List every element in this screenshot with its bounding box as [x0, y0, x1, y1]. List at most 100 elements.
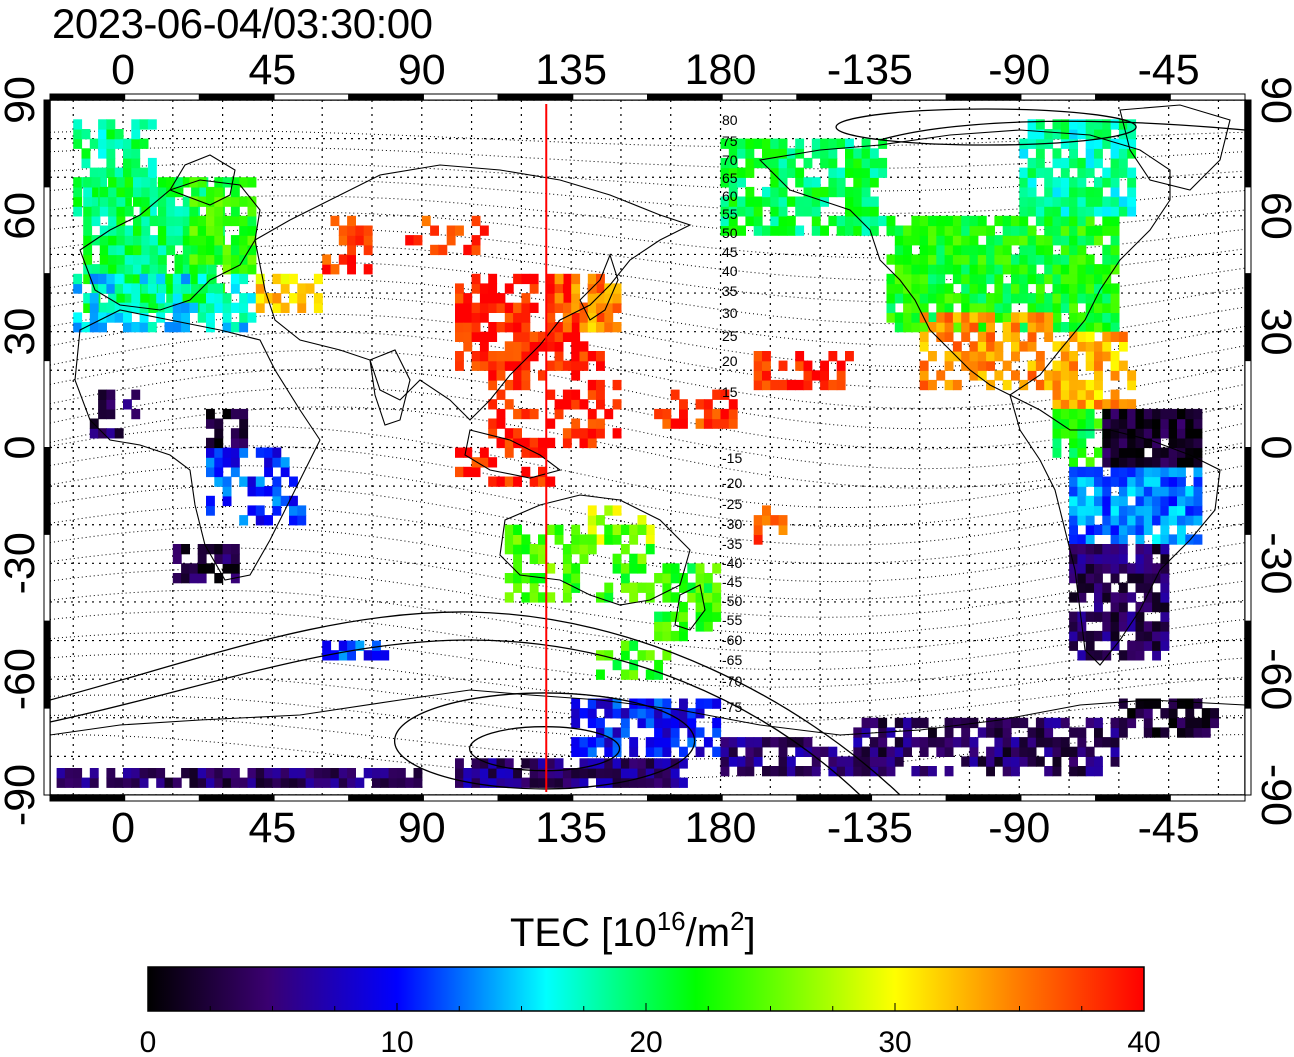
tec-cell [1143, 621, 1153, 632]
tec-cell [1177, 515, 1186, 526]
tec-cell [977, 302, 987, 313]
tec-cell [1085, 573, 1095, 584]
tec-cell [728, 167, 738, 178]
tec-cell [679, 408, 688, 420]
tec-cell [1118, 727, 1128, 738]
tec-cell [1035, 254, 1045, 265]
tec-cell [1160, 553, 1170, 564]
tec-cell [853, 215, 863, 227]
tec-cell [1060, 215, 1070, 227]
tec-cell [131, 157, 141, 169]
tec-cell [554, 408, 564, 420]
tec-cell [116, 215, 126, 227]
tec-cell [1118, 399, 1128, 410]
tec-cell [1052, 215, 1062, 227]
tec-cell [116, 264, 126, 275]
tec-cell [878, 167, 888, 178]
tec-cell [1135, 515, 1145, 526]
tec-cell [1094, 129, 1103, 140]
tec-cell [878, 215, 888, 227]
tec-cell [131, 768, 141, 779]
tec-cell [247, 206, 257, 217]
tec-cell [338, 777, 348, 788]
tec-cell [986, 727, 995, 738]
tec-cell [1094, 592, 1103, 603]
tec-cell [1110, 476, 1120, 487]
tec-cell [753, 524, 763, 535]
tec-cell [986, 341, 995, 352]
tec-cell [1118, 196, 1128, 207]
tec-cell [214, 283, 224, 294]
tec-cell [903, 293, 912, 304]
tec-cell [845, 157, 854, 169]
tec-cell [770, 379, 780, 391]
tec-cell [1143, 524, 1153, 535]
tec-cell [230, 273, 240, 285]
tec-cell [222, 768, 232, 779]
tec-cell [1044, 766, 1054, 777]
tec-cell [1127, 399, 1137, 410]
tec-cell [189, 215, 199, 227]
tec-cell [670, 768, 680, 779]
tec-cell [853, 196, 863, 207]
tec-cell [1094, 225, 1103, 236]
tec-cell [1077, 544, 1087, 555]
tec-cell [620, 563, 630, 574]
tec-cell [89, 293, 99, 304]
tec-cell [986, 254, 995, 265]
tec-cell [620, 650, 630, 661]
tec-cell [546, 293, 556, 304]
tec-cell [1085, 254, 1095, 265]
tec-cell [479, 768, 489, 779]
tec-cell [1027, 737, 1037, 748]
tec-cell [604, 312, 614, 323]
tec-cell [172, 553, 182, 564]
tec-cell [529, 573, 539, 584]
tec-cell [174, 177, 184, 188]
tec-cell [272, 486, 282, 497]
tec-cell [106, 167, 116, 178]
tec-cell [604, 698, 614, 709]
tec-cell [1094, 727, 1103, 738]
tec-cell [189, 573, 199, 584]
tec-cell [1077, 582, 1087, 593]
tec-cell [182, 244, 192, 256]
tec-cell [1069, 322, 1078, 333]
tec-cell [1085, 351, 1095, 362]
tec-cell [1110, 466, 1120, 478]
tec-cell [272, 273, 282, 285]
tec-cell [1085, 534, 1095, 545]
tec-cell [554, 322, 564, 333]
tec-cell [1019, 215, 1029, 227]
tec-cell [1011, 225, 1020, 236]
tec-cell [745, 746, 755, 757]
tec-cell [1160, 640, 1170, 651]
tec-cell [778, 756, 788, 767]
tec-cell [197, 215, 207, 227]
tec-cell [903, 746, 912, 757]
tec-cell [513, 351, 522, 362]
tec-cell [753, 746, 763, 757]
tec-cell [1044, 225, 1054, 236]
tec-cell [496, 758, 506, 769]
tec-cell [1168, 437, 1178, 449]
tec-cell [637, 515, 647, 526]
tec-cell [654, 737, 663, 748]
tec-cell [944, 737, 954, 748]
tec-cell [1085, 283, 1095, 294]
tec-cell [1143, 408, 1153, 420]
magnetic-pole-contours [50, 108, 1245, 795]
tec-cell [886, 254, 896, 265]
tec-cell [1069, 351, 1078, 362]
tec-cell [1152, 573, 1161, 584]
tec-cell [612, 563, 622, 574]
tec-cell [828, 756, 838, 767]
tec-cell [961, 322, 971, 333]
tec-cell [762, 370, 771, 381]
tec-cell [471, 777, 481, 788]
tec-cell [1052, 717, 1062, 729]
tec-cell [230, 466, 240, 478]
tec-cell [521, 351, 531, 362]
tec-cell [587, 283, 597, 294]
tec-cell [562, 360, 572, 371]
